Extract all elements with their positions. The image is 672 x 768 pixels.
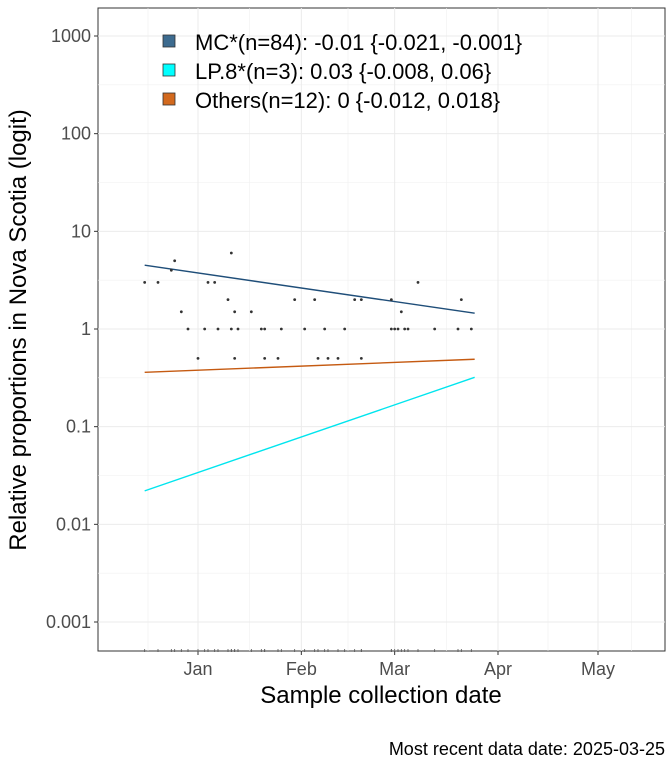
data-point bbox=[196, 357, 200, 360]
data-point bbox=[179, 310, 183, 314]
data-point bbox=[396, 327, 400, 331]
legend-label-2: Others(n=12): 0 {-0.012, 0.018} bbox=[195, 88, 500, 113]
data-point bbox=[263, 327, 267, 331]
legend-label-1: LP.8*(n=3): 0.03 {-0.008, 0.06} bbox=[195, 59, 491, 84]
y-tick-label: 1 bbox=[81, 319, 91, 339]
data-point bbox=[259, 327, 263, 331]
data-point bbox=[393, 327, 397, 331]
grid-major bbox=[98, 8, 665, 651]
data-point bbox=[399, 310, 403, 314]
y-axis: 1000 100 10 1 0.1 0.01 0.001 bbox=[46, 26, 98, 632]
x-axis: Jan Feb Mar Apr May bbox=[183, 651, 615, 679]
data-point bbox=[406, 327, 410, 331]
data-point bbox=[343, 327, 347, 331]
y-tick-label: 1000 bbox=[51, 26, 91, 46]
data-point bbox=[303, 327, 307, 331]
data-point bbox=[263, 357, 267, 360]
data-point bbox=[173, 259, 177, 263]
data-point bbox=[316, 357, 320, 360]
x-tick-label: Feb bbox=[286, 659, 317, 679]
data-point bbox=[416, 281, 420, 284]
legend-swatch-0 bbox=[162, 34, 176, 48]
data-point bbox=[203, 327, 207, 331]
data-point bbox=[403, 327, 407, 331]
data-point bbox=[169, 268, 173, 272]
data-point bbox=[156, 281, 160, 284]
data-point bbox=[186, 327, 190, 331]
legend: MC*(n=84): -0.01 {-0.021, -0.001} LP.8*(n… bbox=[162, 30, 522, 113]
data-point bbox=[459, 298, 463, 301]
data-point bbox=[456, 327, 460, 331]
data-point bbox=[229, 251, 233, 255]
x-tick-label: Mar bbox=[379, 659, 410, 679]
data-point bbox=[433, 327, 437, 331]
data-point bbox=[313, 298, 317, 301]
data-point bbox=[353, 298, 357, 301]
fit-lines bbox=[144, 264, 475, 492]
data-point bbox=[233, 310, 237, 314]
data-point bbox=[249, 310, 253, 314]
data-point bbox=[336, 357, 340, 360]
y-tick-label: 10 bbox=[71, 221, 91, 241]
data-point bbox=[323, 327, 327, 331]
data-point bbox=[206, 281, 210, 284]
data-point bbox=[326, 357, 330, 360]
data-point bbox=[276, 357, 280, 360]
legend-swatch-2 bbox=[162, 92, 176, 106]
caption: Most recent data date: 2025-03-25 bbox=[389, 739, 665, 759]
data-point bbox=[279, 327, 283, 331]
x-tick-label: May bbox=[581, 659, 615, 679]
data-point bbox=[359, 298, 363, 301]
y-tick-label: 0.1 bbox=[66, 417, 91, 437]
fit-line-1 bbox=[144, 376, 475, 492]
rug bbox=[144, 649, 472, 652]
data-point bbox=[213, 281, 217, 284]
data-point bbox=[469, 327, 473, 331]
data-point bbox=[293, 298, 297, 301]
fit-line-2 bbox=[144, 358, 475, 374]
data-point bbox=[389, 298, 393, 301]
data-point bbox=[229, 327, 233, 331]
x-tick-label: Jan bbox=[183, 659, 212, 679]
x-axis-title: Sample collection date bbox=[260, 682, 501, 709]
data-point bbox=[359, 357, 363, 360]
legend-label-0: MC*(n=84): -0.01 {-0.021, -0.001} bbox=[195, 30, 522, 55]
x-tick-label: Apr bbox=[484, 659, 512, 679]
y-axis-title: Relative proportions in Nova Scotia (log… bbox=[5, 109, 32, 551]
legend-swatch-1 bbox=[162, 63, 176, 77]
data-point bbox=[236, 327, 240, 331]
data-point bbox=[226, 298, 230, 301]
data-point bbox=[143, 281, 147, 284]
points bbox=[143, 251, 473, 360]
data-point bbox=[233, 357, 237, 360]
fit-line-0 bbox=[144, 264, 475, 314]
data-point bbox=[389, 327, 393, 331]
y-tick-label: 100 bbox=[61, 124, 91, 144]
y-tick-label: 0.01 bbox=[56, 514, 91, 534]
y-tick-label: 0.001 bbox=[46, 612, 91, 632]
data-point bbox=[216, 327, 220, 331]
